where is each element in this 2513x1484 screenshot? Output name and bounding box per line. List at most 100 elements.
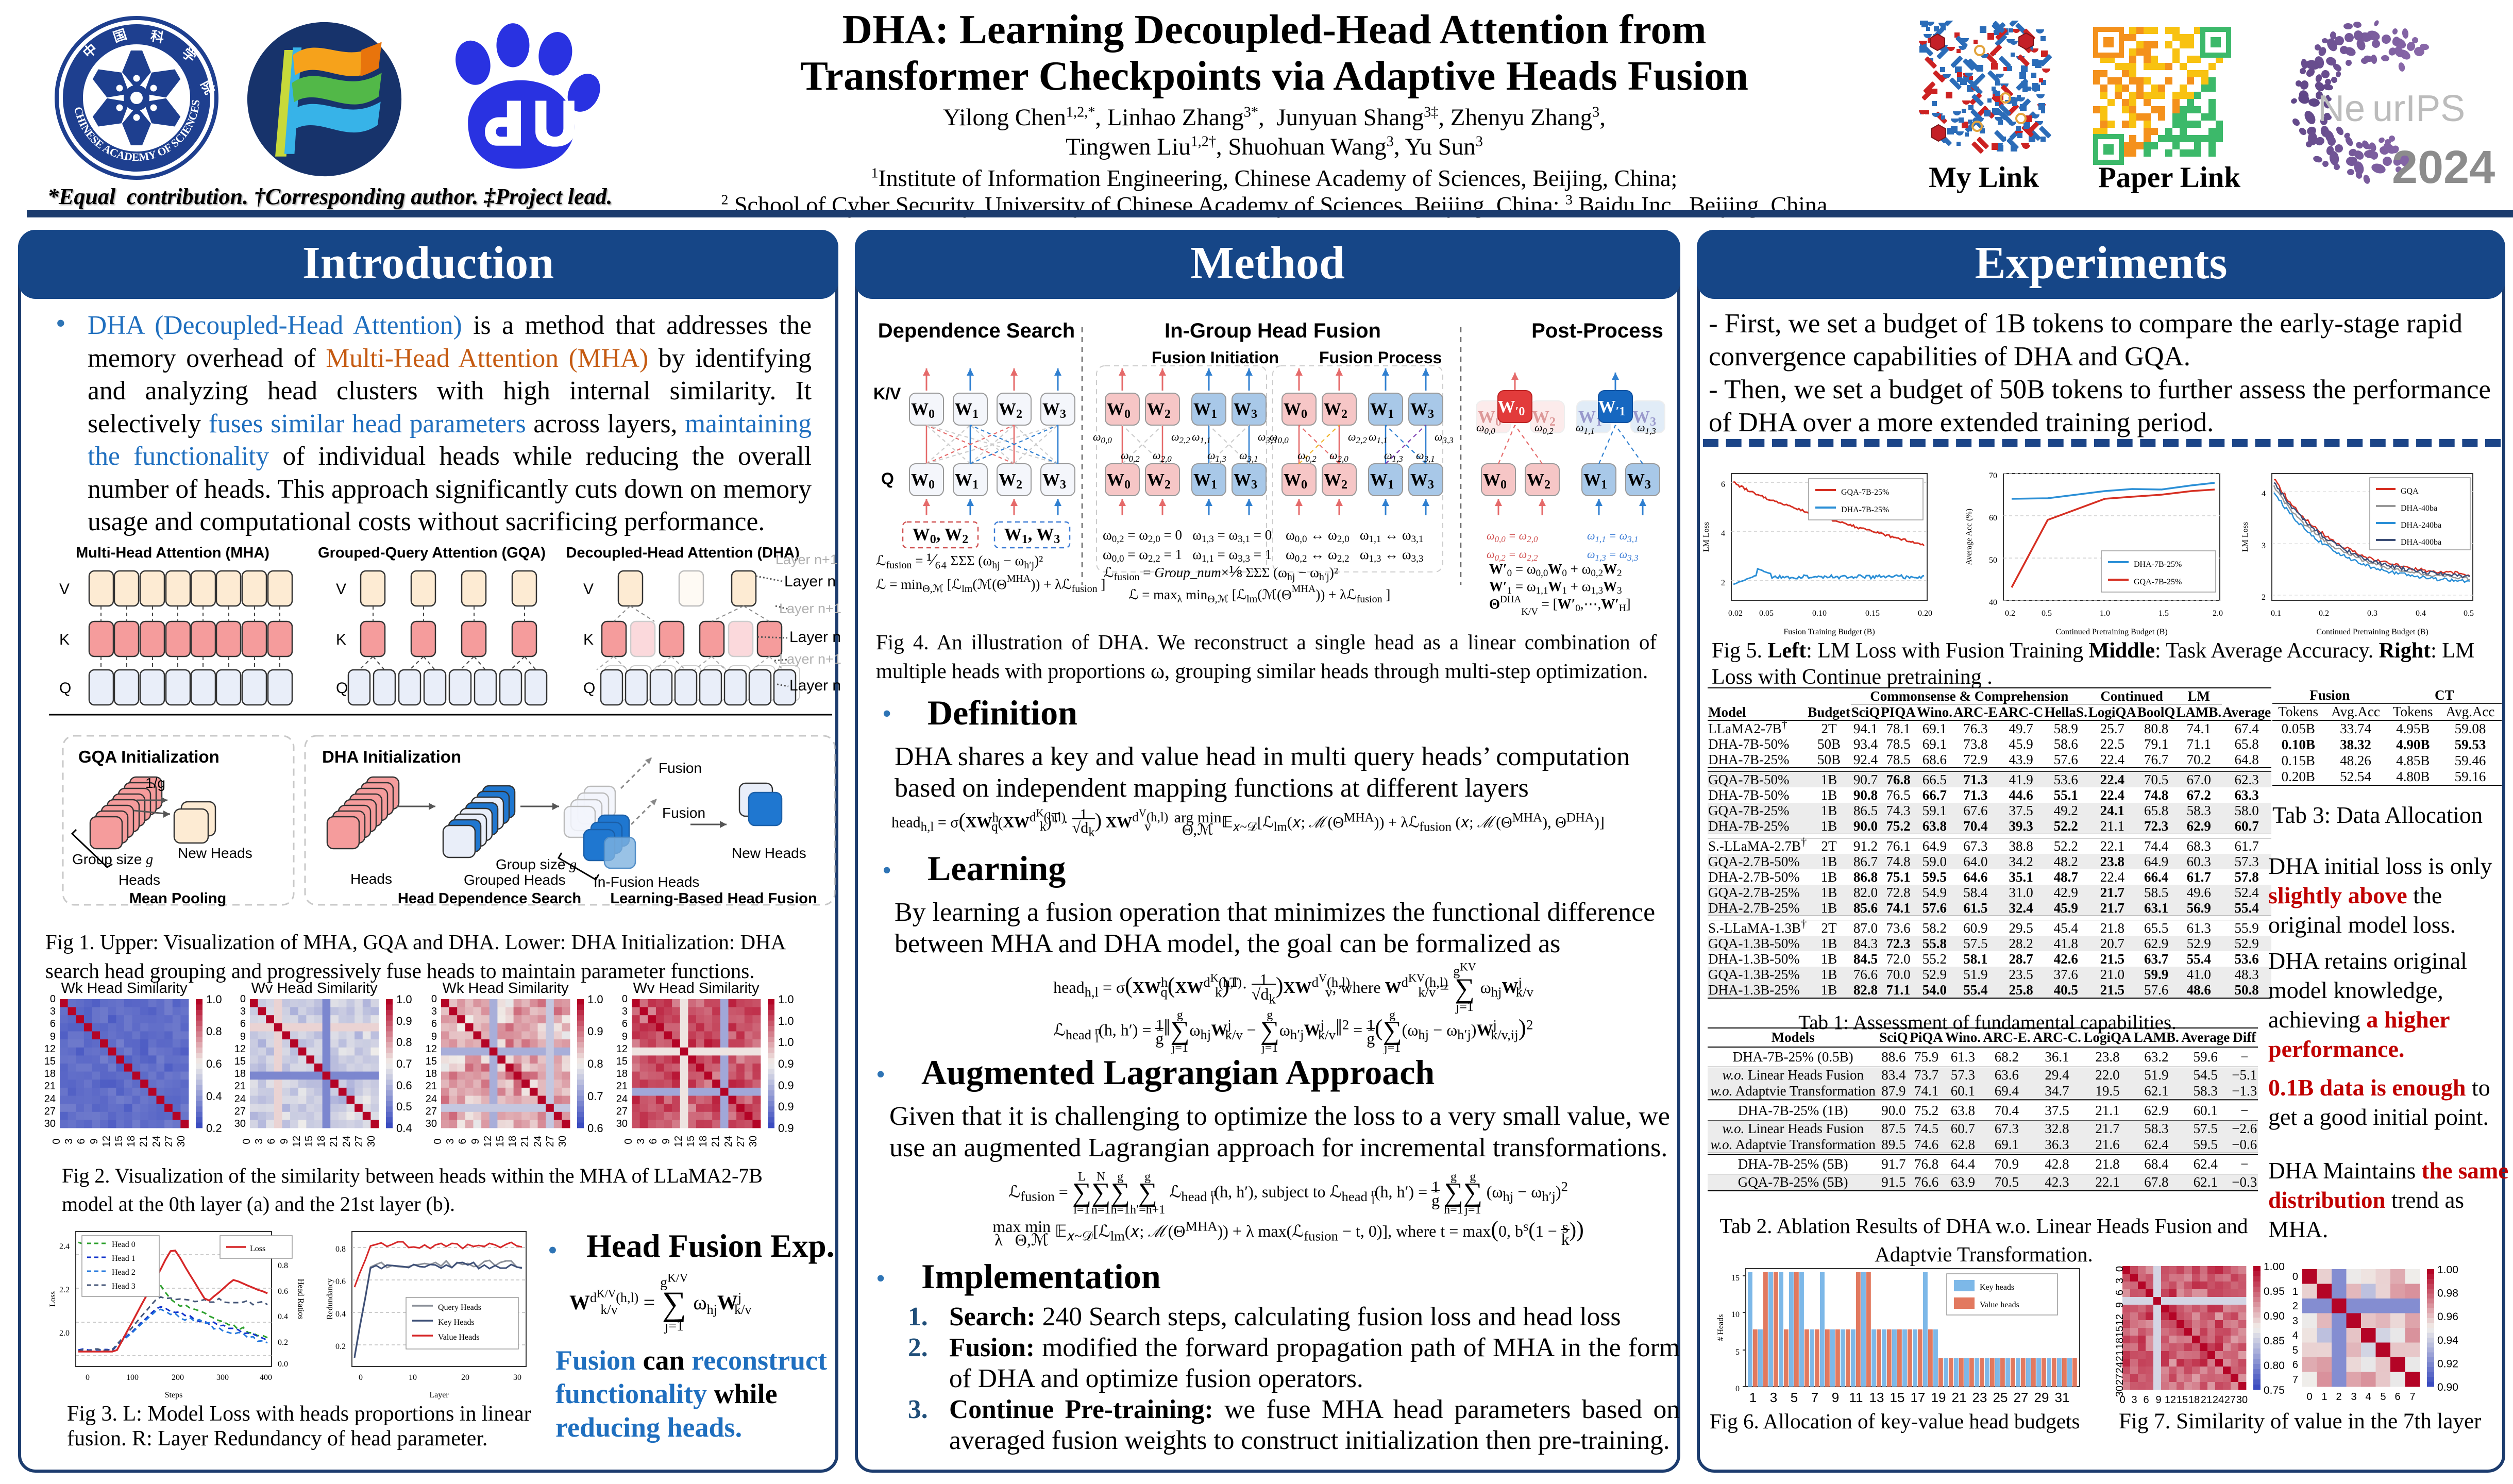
svg-text:V: V: [583, 581, 594, 598]
svg-text:21: 21: [328, 1136, 340, 1147]
svg-text:0.2: 0.2: [335, 1342, 346, 1351]
svg-text:GQA: GQA: [2401, 487, 2419, 496]
svg-text:24: 24: [2213, 1394, 2224, 1406]
svg-text:6: 6: [240, 1018, 246, 1030]
svg-text:0.8: 0.8: [396, 1036, 412, 1049]
svg-text:0.94: 0.94: [2437, 1335, 2458, 1346]
svg-text:Fusion Initiation: Fusion Initiation: [1152, 348, 1279, 367]
svg-text:21: 21: [234, 1081, 246, 1092]
svg-text:3: 3: [2262, 542, 2266, 550]
svg-text:30: 30: [557, 1136, 568, 1147]
svg-text:DHA-400ba: DHA-400ba: [2401, 538, 2441, 547]
svg-text:30: 30: [748, 1136, 759, 1147]
svg-text:23: 23: [1972, 1390, 1987, 1405]
svg-text:Query Heads: Query Heads: [438, 1303, 481, 1312]
svg-text:Head Dependence Search: Head Dependence Search: [398, 890, 581, 907]
svg-text:0: 0: [241, 1138, 252, 1144]
svg-text:6: 6: [2394, 1391, 2400, 1403]
svg-text:0.20: 0.20: [1918, 609, 1932, 618]
svg-text:3: 3: [240, 1006, 246, 1017]
svg-text:Grouped-Query Attention (GQA): Grouped-Query Attention (GQA): [318, 545, 546, 561]
svg-text:0.80: 0.80: [2264, 1360, 2285, 1372]
svg-text:0: 0: [50, 993, 56, 1005]
svg-text:ω0,2 = ω2,2: ω0,2 = ω2,2: [1487, 548, 1538, 563]
svg-text:Multi-Head Attention (MHA): Multi-Head Attention (MHA): [76, 545, 269, 561]
svg-text:Wk Head Similarity: Wk Head Similarity: [443, 982, 569, 997]
svg-text:0.90: 0.90: [2264, 1310, 2285, 1322]
svg-text:Q: Q: [59, 680, 71, 697]
svg-text:0.8: 0.8: [206, 1025, 222, 1038]
svg-text:0: 0: [240, 993, 246, 1005]
svg-text:0.9: 0.9: [778, 1079, 794, 1092]
svg-text:100: 100: [126, 1373, 139, 1382]
svg-text:4: 4: [2365, 1391, 2371, 1403]
svg-text:18: 18: [316, 1136, 327, 1147]
svg-text:5: 5: [2380, 1391, 2386, 1403]
svg-text:1.0: 1.0: [2100, 609, 2110, 618]
svg-text:7: 7: [2292, 1374, 2298, 1386]
svg-text:GQA Initialization: GQA Initialization: [78, 747, 220, 766]
svg-text:0.8: 0.8: [278, 1261, 288, 1270]
svg-text:15: 15: [685, 1136, 697, 1147]
svg-text:New Heads: New Heads: [178, 845, 252, 861]
svg-text:0.05: 0.05: [1759, 609, 1774, 618]
svg-text:Group size g: Group size g: [496, 856, 577, 873]
svg-text:0.6: 0.6: [335, 1277, 346, 1286]
svg-text:12: 12: [2114, 1314, 2126, 1325]
svg-text:0.1: 0.1: [2271, 609, 2281, 618]
svg-text:W0: W0: [1478, 408, 1502, 429]
svg-text:10: 10: [409, 1373, 417, 1382]
svg-text:Fusion: Fusion: [659, 760, 702, 776]
svg-text:0: 0: [431, 993, 437, 1005]
svg-text:30: 30: [513, 1373, 521, 1382]
svg-text:15: 15: [1731, 1274, 1740, 1283]
svg-text:5: 5: [1735, 1348, 1740, 1357]
svg-text:9: 9: [661, 1138, 672, 1144]
svg-text:ω0,0 = ω2,0: ω0,0 = ω2,0: [1487, 529, 1538, 544]
svg-text:0: 0: [1735, 1385, 1740, 1393]
svg-text:30: 30: [176, 1136, 187, 1147]
svg-text:ω1,1 = ω3,1: ω1,1 = ω3,1: [1587, 529, 1638, 544]
svg-text:30: 30: [234, 1118, 246, 1129]
svg-text:6: 6: [76, 1138, 87, 1144]
svg-text:27: 27: [2224, 1394, 2236, 1406]
svg-text:Q: Q: [881, 469, 894, 488]
svg-text:0.5: 0.5: [396, 1100, 412, 1113]
svg-text:DHA Initialization: DHA Initialization: [322, 747, 461, 766]
svg-text:Head 0: Head 0: [112, 1240, 136, 1249]
svg-text:ω0,2: ω0,2: [1121, 449, 1140, 464]
svg-text:20: 20: [461, 1373, 469, 1382]
svg-text:24: 24: [44, 1093, 56, 1105]
svg-text:12: 12: [482, 1136, 494, 1147]
svg-text:25: 25: [1993, 1390, 2008, 1405]
svg-text:Heads: Heads: [119, 872, 160, 888]
svg-text:ω3,3: ω3,3: [1435, 430, 1454, 445]
svg-text:6: 6: [266, 1138, 277, 1144]
svg-text:0.02: 0.02: [1728, 609, 1743, 618]
svg-text:24: 24: [723, 1136, 734, 1147]
svg-text:0.0: 0.0: [278, 1360, 288, 1369]
svg-text:2: 2: [2262, 593, 2266, 602]
svg-text:0: 0: [622, 993, 628, 1005]
svg-text:1: 1: [1749, 1390, 1757, 1405]
svg-text:Loss: Loss: [250, 1244, 265, 1253]
svg-text:K: K: [336, 631, 346, 648]
svg-text:0.95: 0.95: [2264, 1286, 2285, 1297]
svg-text:12: 12: [101, 1136, 112, 1147]
svg-text:19: 19: [1931, 1390, 1946, 1405]
svg-text:12: 12: [44, 1043, 56, 1055]
svg-text:0.4: 0.4: [206, 1090, 222, 1103]
svg-text:300: 300: [216, 1373, 229, 1382]
svg-text:W0: W0: [911, 400, 935, 421]
svg-text:21: 21: [2114, 1350, 2126, 1361]
svg-text:Average Acc (%): Average Acc (%): [1965, 509, 1974, 565]
svg-text:9: 9: [50, 1031, 56, 1042]
svg-text:30: 30: [44, 1118, 56, 1129]
svg-text:2: 2: [2292, 1301, 2298, 1312]
svg-text:1.0: 1.0: [396, 993, 412, 1006]
svg-text:Q: Q: [583, 680, 595, 697]
svg-text:0: 0: [2119, 1394, 2125, 1406]
svg-text:0.8: 0.8: [335, 1245, 346, 1254]
svg-text:70: 70: [1989, 471, 1997, 480]
svg-text:Wv Head Similarity: Wv Head Similarity: [633, 982, 760, 997]
